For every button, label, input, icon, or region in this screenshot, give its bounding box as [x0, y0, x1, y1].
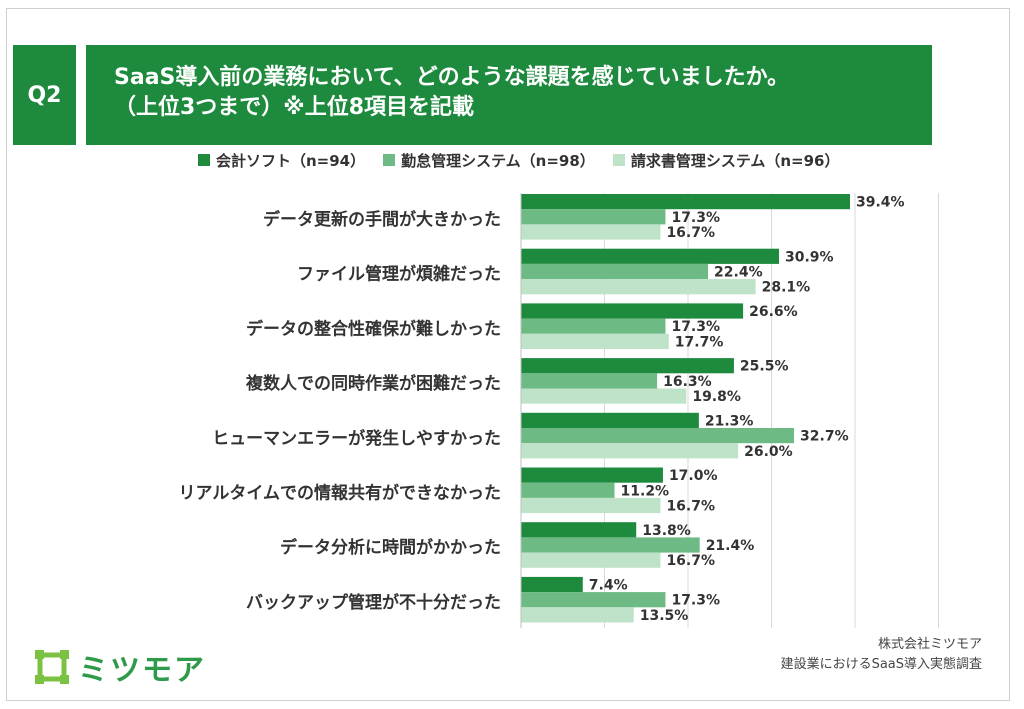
bar: [521, 358, 734, 374]
legend-swatch-3: [612, 154, 625, 166]
legend-swatch-2: [383, 154, 396, 166]
data-label: 16.7%: [666, 225, 715, 241]
bar: [521, 194, 850, 210]
bar: [521, 263, 709, 280]
category-label: バックアップ管理が不十分だった: [246, 592, 501, 613]
bar: [521, 552, 661, 568]
legend-item-2: 勤怠管理システム（n=98）: [383, 150, 595, 171]
data-label: 17.0%: [669, 468, 718, 484]
brand-name: ミツモア: [78, 653, 206, 688]
source-note: 株式会社ミツモア 建設業におけるSaaS導入実態調査: [781, 635, 982, 675]
question-label: Q2: [13, 45, 76, 145]
legend-label-3: 請求書管理システム（n=96）: [630, 151, 840, 170]
data-label: 17.3%: [671, 210, 720, 226]
title-line-2: （上位3つまで）※上位8項目を記載: [114, 95, 475, 120]
bar: [521, 522, 637, 538]
legend-label-1: 会計ソフト（n=94）: [216, 151, 366, 170]
bar: [521, 412, 699, 428]
brand-logo: ミツモア: [34, 645, 206, 689]
data-label: 21.4%: [706, 538, 755, 554]
legend-item-1: 会計ソフト（n=94）: [198, 150, 365, 171]
data-label: 13.5%: [640, 608, 689, 624]
legend-label-2: 勤怠管理システム（n=98）: [401, 151, 595, 170]
data-label: 26.0%: [744, 444, 793, 460]
category-label: データ更新の手間が大きかった: [263, 209, 501, 230]
bar: [521, 576, 583, 593]
data-label: 16.7%: [666, 553, 715, 569]
data-label: 21.3%: [705, 413, 754, 429]
data-label: 17.7%: [675, 334, 724, 350]
bar: [521, 224, 661, 240]
data-label: 17.3%: [671, 593, 720, 609]
bar: [521, 592, 666, 608]
data-label: 11.2%: [621, 483, 670, 499]
bar: [521, 373, 658, 389]
bar: [521, 467, 663, 483]
data-label: 13.8%: [642, 523, 691, 539]
mitsumore-logo-icon: [35, 650, 69, 684]
category-label: リアルタイムでの情報共有ができなかった: [179, 483, 502, 504]
category-label: データの整合性確保が難しかった: [246, 318, 501, 339]
data-label: 25.5%: [740, 359, 789, 375]
data-label: 7.4%: [589, 578, 628, 594]
title-banner: SaaS導入前の業務において、どのような課題を感じていましたか。 （上位3つまで…: [86, 45, 932, 145]
bar: [521, 248, 780, 264]
bar: [521, 443, 739, 459]
bar: [521, 537, 700, 553]
data-label: 28.1%: [762, 280, 811, 296]
data-label: 32.7%: [800, 429, 849, 445]
legend-swatch-1: [198, 154, 210, 166]
data-label: 16.3%: [663, 374, 712, 390]
data-label: 19.8%: [692, 389, 741, 405]
bar: [521, 333, 669, 349]
category-label: データ分析に時間がかかった: [280, 537, 501, 558]
bar: [521, 428, 795, 444]
category-label: ヒューマンエラーが発生しやすかった: [212, 428, 501, 449]
data-label: 30.9%: [785, 249, 834, 265]
data-label: 16.7%: [666, 499, 715, 515]
data-label: 39.4%: [856, 195, 905, 211]
source-company: 株式会社ミツモア: [877, 637, 982, 652]
bar: [521, 497, 661, 514]
bar: [521, 303, 744, 319]
data-label: 26.6%: [749, 304, 798, 320]
bar: [521, 209, 666, 225]
legend-item-3: 請求書管理システム（n=96）: [612, 150, 840, 171]
chart-legend: 会計ソフト（n=94） 勤怠管理システム（n=98） 請求書管理システム（n=9…: [198, 150, 858, 170]
data-label: 17.3%: [671, 319, 720, 335]
category-label: 複数人での同時作業が困難だった: [245, 373, 501, 394]
bar: [521, 388, 687, 404]
bar: [521, 318, 666, 334]
bar: [521, 607, 634, 623]
title-line-1: SaaS導入前の業務において、どのような課題を感じていましたか。: [114, 65, 790, 90]
category-label: ファイル管理が煩雑だった: [297, 264, 501, 285]
data-label: 22.4%: [714, 265, 763, 281]
bar: [521, 279, 756, 295]
bar: [521, 482, 615, 498]
source-survey: 建設業におけるSaaS導入実態調査: [780, 657, 982, 672]
